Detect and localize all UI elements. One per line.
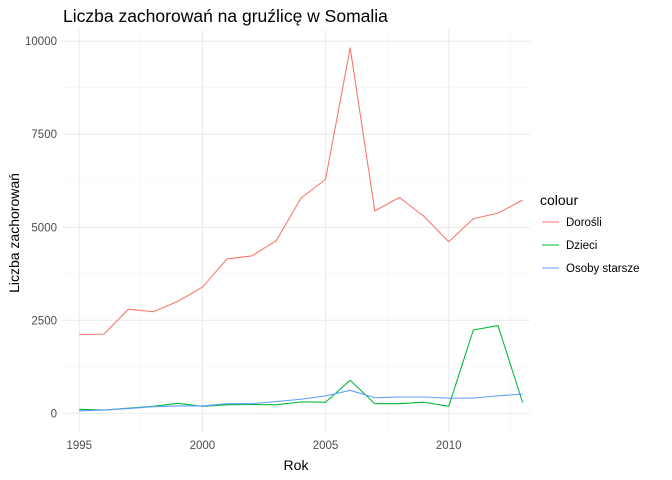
x-tick-label: 2005	[313, 440, 339, 452]
plot-panel	[62, 30, 530, 432]
x-tick-label: 1995	[66, 440, 92, 452]
x-axis-ticks: 1995 2000 2005 2010	[66, 440, 461, 452]
series-line-osoby-starsze	[79, 389, 523, 412]
x-axis-title: Rok	[284, 457, 310, 473]
legend-item: Osoby starsze	[542, 263, 640, 275]
legend-item: Dorośli	[542, 217, 602, 229]
series-line-dorosli	[79, 47, 523, 336]
legend-item: Dzieci	[542, 240, 597, 252]
legend: colour Dorośli Dzieci Osoby starsze	[540, 192, 640, 275]
legend-items: Dorośli Dzieci Osoby starsze	[542, 217, 640, 275]
minor-gridlines	[62, 30, 530, 432]
y-tick-label: 10000	[25, 36, 57, 48]
legend-label: Dzieci	[566, 240, 597, 252]
legend-label: Dorośli	[566, 217, 602, 229]
y-tick-label: 2500	[31, 315, 57, 327]
legend-title: colour	[540, 192, 578, 208]
y-tick-label: 0	[51, 408, 57, 420]
x-tick-label: 2000	[190, 440, 216, 452]
y-tick-label: 7500	[31, 129, 57, 141]
series-lines	[79, 47, 524, 412]
x-tick-label: 2010	[436, 440, 462, 452]
y-tick-label: 5000	[31, 222, 57, 234]
series-line-dzieci	[79, 325, 524, 411]
y-axis-ticks: 0 2500 5000 7500 10000	[25, 36, 57, 420]
y-axis-title: Liczba zachorowań	[6, 173, 22, 293]
major-gridlines	[62, 30, 530, 432]
chart-title: Liczba zachorowań na gruźlicę w Somalia	[63, 6, 388, 26]
legend-label: Osoby starsze	[566, 263, 640, 275]
